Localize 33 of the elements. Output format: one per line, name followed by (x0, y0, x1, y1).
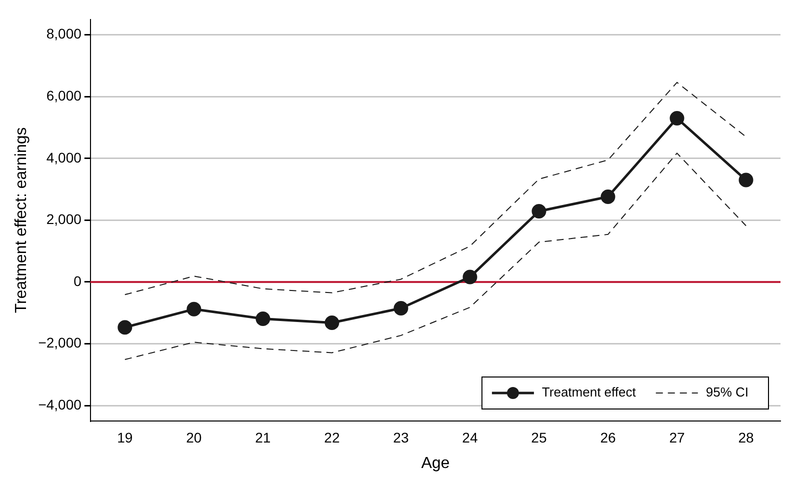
x-tick-label: 20 (186, 429, 202, 446)
y-axis-title: Treatment effect: earnings (13, 127, 30, 314)
line-series (124, 152, 746, 360)
point (600, 189, 616, 204)
point (256, 311, 270, 326)
x-tick-label: 25 (531, 429, 547, 446)
y-tick-label: 2,000 (46, 211, 82, 228)
x-tick-label: 23 (393, 429, 409, 446)
y-tick-label: −2,000 (38, 334, 82, 351)
legend-label: 95% CI (706, 384, 749, 400)
y-tick-label: 6,000 (46, 87, 82, 104)
y-tick-label: 8,000 (46, 26, 82, 42)
x-tick-label: 19 (117, 429, 133, 446)
point (670, 111, 684, 126)
x-tick-label: 24 (462, 429, 478, 446)
x-tick-label: 22 (324, 429, 340, 446)
point (462, 270, 478, 284)
line-series (124, 82, 746, 296)
point (738, 172, 754, 188)
point (532, 204, 546, 218)
x-tick-label: 26 (600, 429, 616, 446)
legend-label: Treatment effect (542, 384, 636, 400)
y-tick-label: 0 (74, 272, 82, 289)
x-tick-label: 27 (669, 429, 685, 446)
point (118, 320, 132, 335)
point (186, 302, 202, 316)
point (394, 300, 408, 316)
x-axis-title: Age (421, 454, 450, 472)
y-tick-label: 4,000 (46, 149, 82, 166)
x-tick-label: 21 (255, 429, 271, 446)
y-tick-label: −4,000 (38, 396, 82, 412)
point (324, 316, 340, 330)
x-tick-label: 28 (738, 429, 754, 446)
